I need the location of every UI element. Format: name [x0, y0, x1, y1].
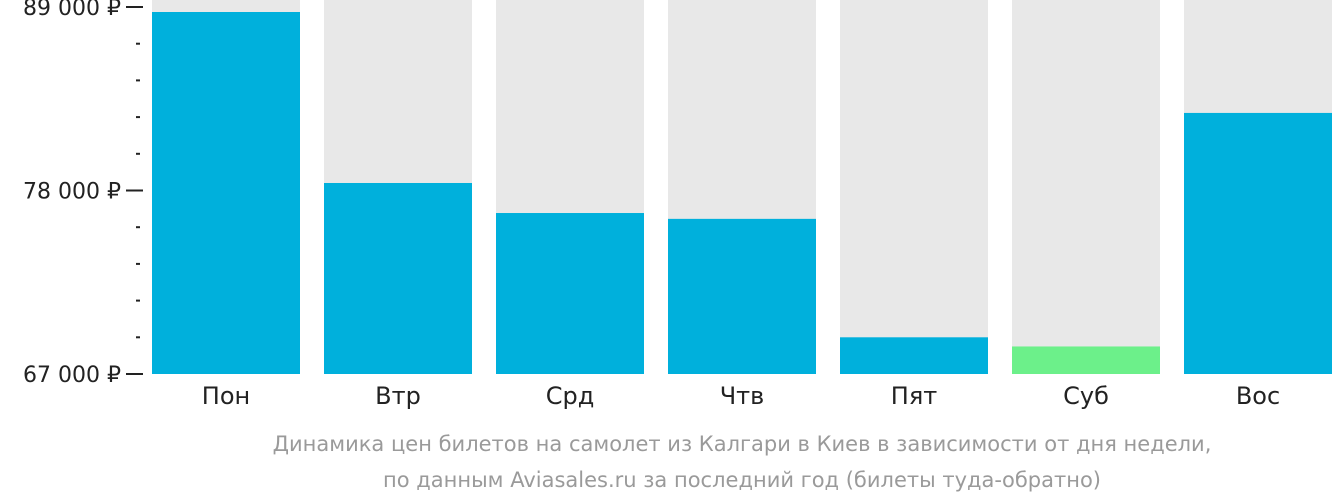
- y-axis: 89 000 ₽ 78 000 ₽ 67 000 ₽: [23, 0, 143, 388]
- x-tick-label: Суб: [1063, 382, 1109, 410]
- bar-3[interactable]: [496, 213, 644, 374]
- x-tick-label: Пят: [891, 382, 937, 410]
- chart-caption-line-2: по данным Aviasales.ru за последний год …: [383, 468, 1101, 492]
- bar-background-6: [1012, 0, 1160, 374]
- bar-background-5: [840, 0, 988, 374]
- bar-7[interactable]: [1184, 112, 1332, 375]
- bar-background-layer: [152, 0, 1332, 374]
- x-tick-label: Срд: [546, 382, 595, 410]
- x-tick-label: Втр: [375, 382, 421, 410]
- bar-6[interactable]: [1012, 346, 1160, 374]
- bar-layer: [152, 12, 1332, 375]
- bar-5[interactable]: [840, 337, 988, 374]
- x-tick-label: Пон: [202, 382, 250, 410]
- chart-caption-line-1: Динамика цен билетов на самолет из Калга…: [272, 432, 1212, 456]
- bar-2[interactable]: [324, 182, 472, 374]
- x-tick-label: Вос: [1236, 382, 1280, 410]
- bar-1[interactable]: [152, 12, 300, 374]
- y-tick-label: 89 000 ₽: [23, 0, 121, 21]
- bar-4[interactable]: [668, 218, 816, 374]
- y-tick-label: 67 000 ₽: [23, 363, 121, 388]
- y-tick-label: 78 000 ₽: [23, 180, 121, 205]
- x-axis-labels: Пон Втр Срд Чтв Пят Суб Вос: [202, 382, 1280, 410]
- x-tick-label: Чтв: [720, 382, 765, 410]
